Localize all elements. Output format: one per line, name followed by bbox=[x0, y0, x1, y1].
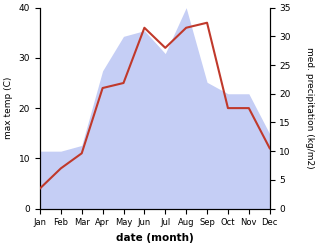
Y-axis label: max temp (C): max temp (C) bbox=[4, 77, 13, 139]
X-axis label: date (month): date (month) bbox=[116, 233, 194, 243]
Y-axis label: med. precipitation (kg/m2): med. precipitation (kg/m2) bbox=[305, 47, 314, 169]
